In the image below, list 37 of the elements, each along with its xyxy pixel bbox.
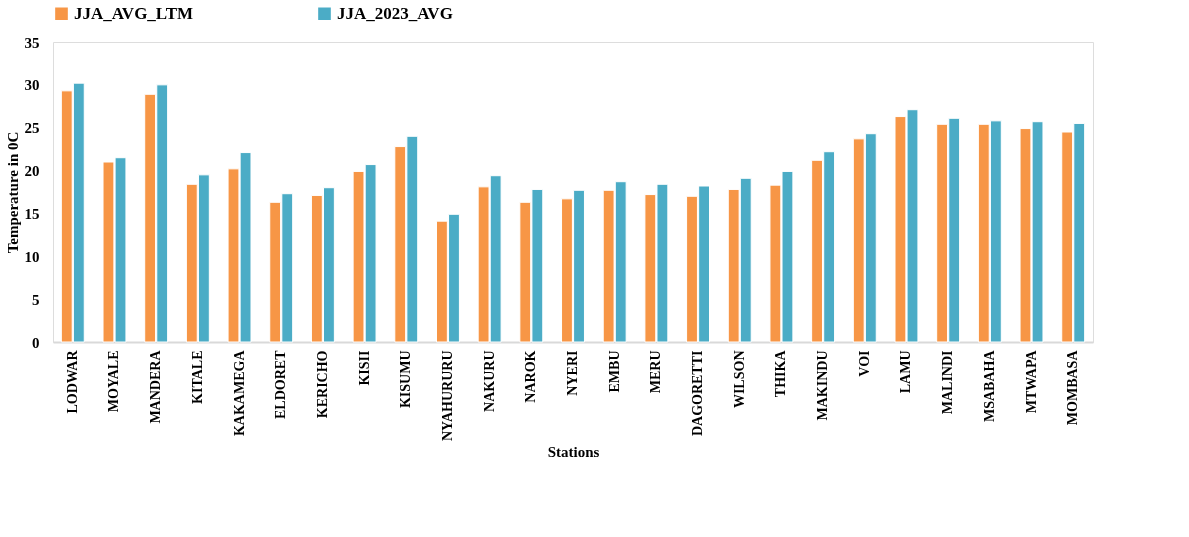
x-tick-label: KISUMU [398,350,414,409]
x-tick-label: MERU [648,350,664,394]
x-tick-label: EMBU [606,350,622,393]
x-tick-label: ELDORET [273,349,289,419]
x-tick-label: NAROK [523,350,539,403]
x-tick-label: NAKURU [481,350,497,412]
x-tick-label: MOMBASA [1065,349,1081,426]
y-tick-label: 35 [24,34,40,51]
x-tick-label: MANDERA [148,349,164,424]
y-tick-label: 20 [24,163,40,180]
x-tick-label: LODWAR [64,349,80,414]
x-tick-label: KERICHO [314,350,330,419]
x-tick-label: WILSON [731,350,747,409]
x-tick-label: VOI [856,350,872,377]
y-tick-label: 15 [24,205,40,222]
x-tick-label: MTWAPA [1023,349,1039,414]
y-tick-label: 10 [24,248,40,265]
x-tick-label: THIKA [773,349,789,398]
x-tick-label: LAMU [898,350,914,394]
y-tick-label: 0 [32,334,40,351]
legend-label: JJA_2023_AVG [337,3,453,23]
x-tick-label: MALINDI [940,350,956,415]
x-axis-title: Stations [547,443,600,460]
y-tick-label: 30 [24,77,40,94]
x-tick-label: MAKINDU [815,350,831,421]
legend-label: JJA_AVG_LTM [74,3,194,23]
y-tick-label: 25 [24,120,40,137]
x-tick-label: KISII [356,350,372,386]
x-tick-label: MSABAHA [981,349,997,423]
x-tick-label: NYAHURURU [439,350,455,441]
x-tick-label: KITALE [189,350,205,404]
x-tick-label: KAKAMEGA [231,349,247,437]
x-tick-label: DAGORETTI [690,350,706,437]
y-axis-title: Temperature in 0C [4,131,21,254]
y-tick-label: 5 [32,291,40,308]
x-tick-label: NYERI [565,350,580,396]
x-tick-label: MOYALE [106,350,122,413]
